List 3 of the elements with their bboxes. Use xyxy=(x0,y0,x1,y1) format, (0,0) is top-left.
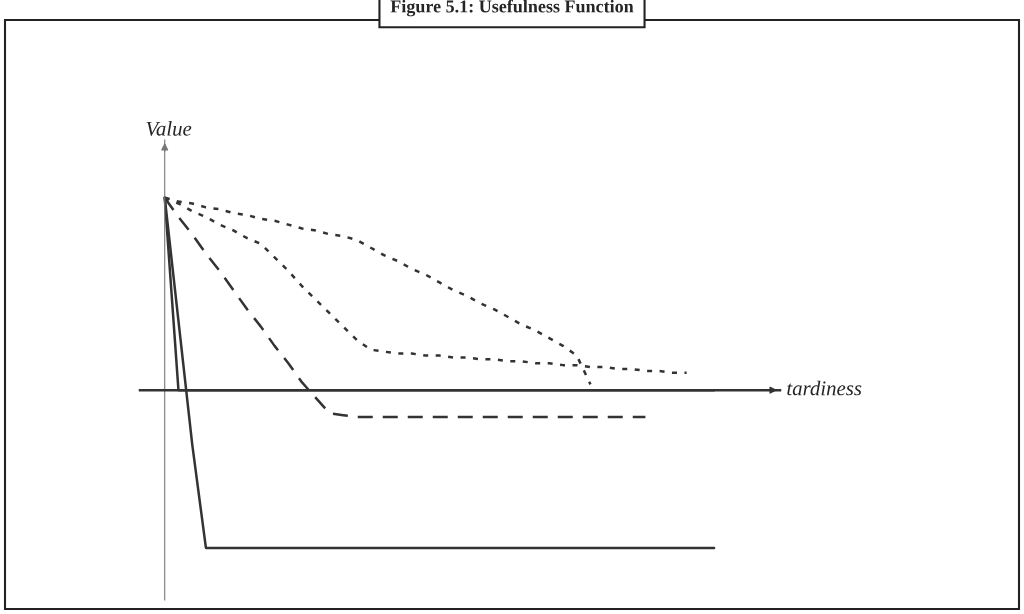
x-axis-title: tardiness xyxy=(787,380,862,396)
chart-title: Figure 5.1: Usefulness Function xyxy=(390,0,634,17)
y-axis-title: Value xyxy=(146,121,192,136)
